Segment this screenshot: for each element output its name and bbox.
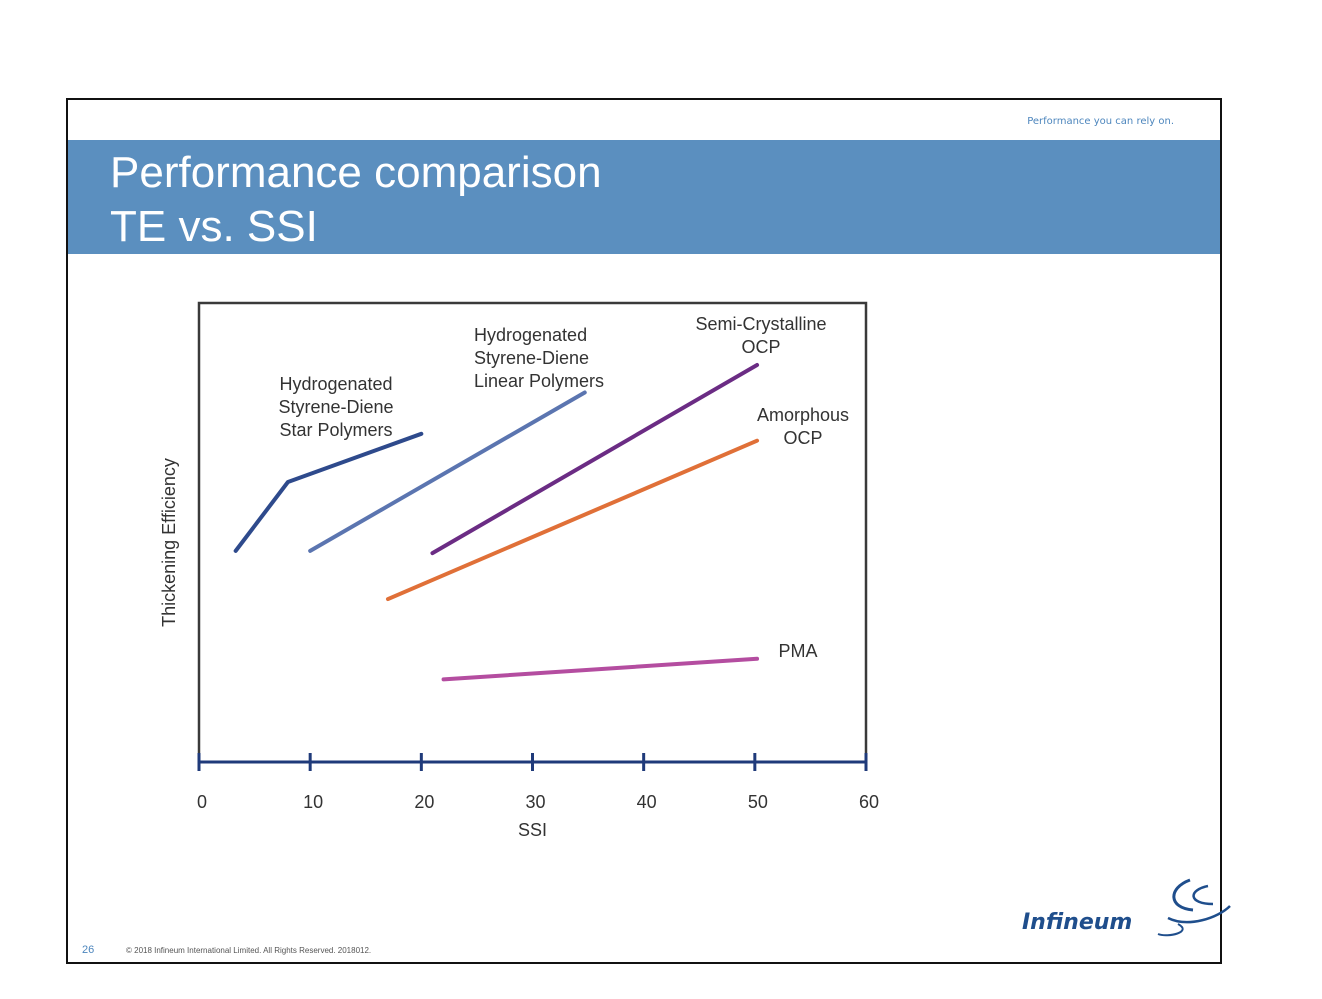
slide-title-line2: TE vs. SSI [110,202,318,251]
title-band: Performance comparison TE vs. SSI [68,140,1220,254]
x-tick-label-60: 60 [859,792,879,812]
series-label-1-line-0: Hydrogenated [474,325,587,345]
logo-text: Infineum [1022,910,1133,935]
series-line-4 [441,656,760,682]
series-label-3-line-0: Amorphous [757,405,849,425]
series-label-1-line-2: Linear Polymers [474,371,604,391]
x-tick-label-50: 50 [748,792,768,812]
series-label-2-line-1: OCP [741,337,780,357]
infineum-swirl-icon [1157,878,1231,937]
x-tick-label-0: 0 [197,792,207,812]
tagline: Performance you can rely on. [1027,116,1174,127]
y-axis-label: Thickening Efficiency [159,458,179,627]
series-label-0-line-0: Hydrogenated [279,374,392,394]
series-label-0-line-2: Star Polymers [279,420,392,440]
page-number: 26 [82,944,95,956]
series-line-0 [233,431,424,553]
series-line-2 [430,362,760,556]
slide-title-line1: Performance comparison [110,148,602,197]
series-label-0-line-1: Styrene-Diene [278,397,393,417]
x-tick-label-10: 10 [303,792,323,812]
x-tick-label-40: 40 [637,792,657,812]
copyright-text: © 2018 Infineum International Limited. A… [126,946,372,955]
series-line-3 [385,438,760,602]
series-label-2-line-0: Semi-Crystalline [695,314,826,334]
slide: Performance you can rely on. Performance… [66,98,1231,964]
x-tick-label-30: 30 [525,792,545,812]
x-tick-label-20: 20 [414,792,434,812]
series-label-3-line-1: OCP [783,428,822,448]
series-label-4-line-0: PMA [778,641,817,661]
series-label-1-line-1: Styrene-Diene [474,348,589,368]
x-axis-label: SSI [518,820,547,840]
series-line-1 [308,390,587,553]
